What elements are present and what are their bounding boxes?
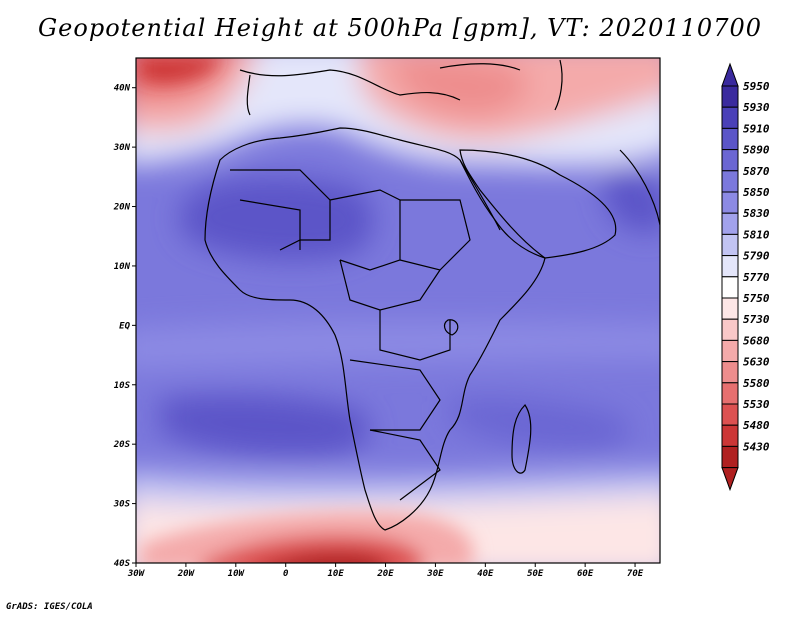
colorbar-label: 5750	[743, 292, 770, 305]
colorbar-label: 5870	[743, 165, 770, 178]
y-tick-label: EQ	[119, 321, 130, 331]
colorbar-label: 5430	[743, 440, 770, 453]
colorbar-swatch	[721, 106, 739, 129]
colorbar-swatch	[721, 212, 739, 235]
colorbar-label: 5950	[743, 80, 770, 93]
colorbar-swatch	[721, 361, 739, 384]
x-tick-label: 20W	[177, 569, 196, 579]
x-tick-label: 70E	[627, 569, 644, 579]
y-tick-label: 40N	[114, 84, 131, 94]
colorbar-label: 5930	[743, 101, 770, 114]
colorbar-swatch	[721, 233, 739, 257]
y-tick-label: 30N	[113, 143, 131, 153]
y-tick-label: 10S	[114, 381, 131, 391]
colorbar-swatch	[721, 424, 739, 447]
footer-credit: GrADS: IGES/COLA	[6, 602, 93, 612]
colorbar-swatch	[721, 276, 739, 299]
colorbar-swatch	[721, 255, 739, 278]
colorbar-label: 5850	[743, 186, 770, 199]
colorbar-bottom-arrow	[721, 467, 739, 492]
coastlines	[204, 59, 660, 531]
colorbar-swatch	[721, 339, 739, 363]
colorbar-label: 5630	[743, 356, 770, 369]
x-axis: 30W 20W 10W 0 10E 20E 30E 40E 50E 60E 70E	[127, 563, 644, 579]
colorbar-label: 5480	[743, 419, 770, 432]
height-field	[136, 58, 660, 563]
y-tick-label: 20N	[113, 203, 131, 213]
colorbar-top-arrow	[721, 62, 739, 87]
colorbar-swatch	[721, 85, 739, 108]
y-tick-label: 10N	[114, 262, 131, 272]
colorbar-label: 5830	[743, 207, 770, 220]
colorbar-label: 5790	[743, 250, 770, 263]
colorbar-label: 5730	[743, 313, 770, 326]
y-tick-label: 20S	[113, 440, 131, 450]
colorbar-label: 5580	[743, 377, 770, 390]
x-tick-label: 60E	[577, 569, 594, 579]
x-tick-label: 10E	[327, 569, 344, 579]
x-tick-label: 50E	[527, 569, 544, 579]
colorbar-swatch	[721, 318, 739, 341]
colorbar-label: 5890	[743, 144, 770, 157]
colorbar-swatch	[721, 297, 739, 320]
y-tick-label: 30S	[113, 500, 131, 510]
x-tick-label: 0	[283, 569, 289, 579]
x-tick-label: 40E	[477, 569, 494, 579]
x-tick-label: 10W	[228, 569, 246, 579]
colorbar-label: 5530	[743, 398, 770, 411]
colorbar-swatch	[721, 127, 739, 151]
colorbar-swatch	[721, 149, 739, 172]
colorbar-label: 5910	[743, 122, 770, 135]
colorbar-label: 5810	[743, 228, 770, 241]
colorbar: 5950 5930 5910 5890 5870 5850 5830 5810 5790 5770…	[721, 62, 770, 492]
map-frame	[135, 57, 661, 564]
colorbar-swatch	[721, 191, 739, 214]
y-axis: 40N 30N 20N 10N EQ 10S 20S 30S 40S	[113, 84, 136, 569]
colorbar-label: 5770	[743, 271, 770, 284]
colorbar-swatch	[721, 403, 739, 426]
chart-title: Geopotential Height at 500hPa [gpm], VT:…	[38, 14, 762, 42]
colorbar-label: 5680	[743, 334, 770, 347]
x-tick-label: 30W	[127, 569, 146, 579]
x-tick-label: 20E	[376, 569, 394, 579]
x-tick-label: 30E	[426, 569, 444, 579]
y-tick-label: 40S	[114, 559, 131, 569]
colorbar-swatch	[721, 170, 739, 193]
colorbar-swatch	[721, 445, 739, 469]
colorbar-swatch	[721, 382, 739, 405]
